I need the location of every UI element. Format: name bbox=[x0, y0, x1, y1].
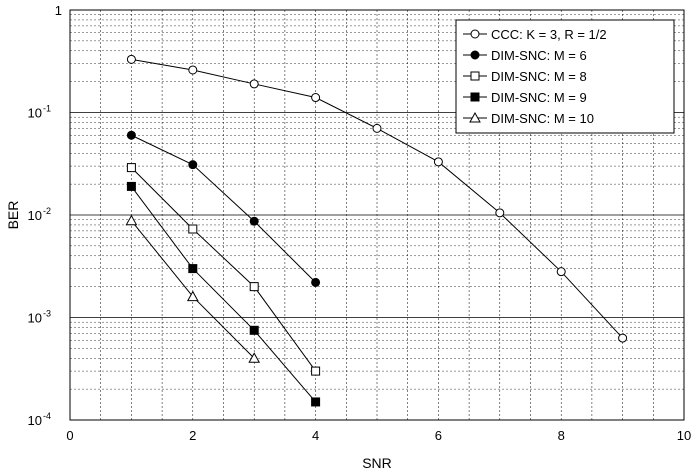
point-marker bbox=[470, 50, 480, 60]
y-tick-exponent: -3 bbox=[43, 309, 51, 319]
point-marker bbox=[188, 224, 198, 234]
y-tick-label: 10 bbox=[28, 311, 42, 326]
series-layer bbox=[125, 54, 628, 407]
point-marker bbox=[469, 111, 481, 123]
plot-frame bbox=[69, 9, 685, 421]
point-marker bbox=[248, 352, 261, 363]
series-4 bbox=[126, 181, 321, 407]
legend: CCC: K = 3, R = 1/2 DIM-SNC: M = 6 DIM-SNC… bbox=[455, 19, 675, 134]
point-marker bbox=[126, 130, 136, 140]
y-tick-exponent: -2 bbox=[43, 206, 51, 216]
legend-entry: DIM-SNC: M = 8 bbox=[463, 69, 587, 84]
point-marker bbox=[125, 214, 138, 226]
series-line bbox=[131, 220, 255, 359]
point-marker bbox=[186, 290, 199, 302]
series-1 bbox=[126, 54, 628, 343]
point-marker bbox=[470, 92, 480, 102]
legend-box bbox=[455, 19, 675, 134]
point-marker bbox=[311, 366, 321, 376]
series-2 bbox=[126, 130, 321, 287]
point-marker bbox=[372, 123, 382, 133]
point-marker bbox=[311, 397, 321, 407]
series-5 bbox=[125, 214, 261, 363]
point-marker bbox=[249, 216, 259, 226]
point-marker bbox=[126, 181, 136, 191]
point-marker bbox=[126, 54, 136, 64]
point-marker bbox=[433, 157, 443, 167]
legend-label: DIM-SNC: M = 10 bbox=[491, 111, 594, 126]
point-marker bbox=[470, 71, 480, 81]
point-marker bbox=[495, 208, 505, 218]
series-line bbox=[131, 134, 316, 283]
series-line bbox=[130, 186, 316, 403]
y-tick-exponent: -4 bbox=[43, 411, 51, 421]
x-axis-title: SNR bbox=[362, 455, 392, 471]
y-tick-label: 10 bbox=[28, 106, 42, 121]
x-tick-label: 2 bbox=[189, 428, 196, 443]
legend-label: DIM-SNC: M = 6 bbox=[491, 48, 587, 63]
legend-entry: DIM-SNC: M = 10 bbox=[463, 111, 594, 126]
y-tick-label: 10 bbox=[28, 208, 42, 223]
point-marker bbox=[249, 79, 259, 89]
x-tick-label: 6 bbox=[435, 428, 442, 443]
point-marker bbox=[188, 264, 198, 274]
point-marker bbox=[126, 163, 136, 173]
point-marker bbox=[311, 277, 321, 287]
point-marker bbox=[249, 325, 259, 335]
point-marker bbox=[556, 267, 566, 277]
y-tick-label: 10 bbox=[28, 413, 42, 428]
series-3 bbox=[126, 163, 321, 376]
x-tick-label: 4 bbox=[312, 428, 319, 443]
legend-label: DIM-SNC: M = 8 bbox=[491, 69, 587, 84]
series-line bbox=[131, 167, 317, 372]
y-tick-label: 1 bbox=[55, 3, 62, 18]
legend-entry: CCC: K = 3, R = 1/2 bbox=[463, 27, 607, 42]
y-tick-exponent: -1 bbox=[43, 104, 51, 114]
point-marker bbox=[249, 282, 259, 292]
point-marker bbox=[188, 160, 198, 170]
legend-label: DIM-SNC: M = 9 bbox=[491, 90, 587, 105]
legend-label: CCC: K = 3, R = 1/2 bbox=[491, 27, 607, 42]
legend-entry: DIM-SNC: M = 9 bbox=[463, 90, 587, 105]
y-axis-title: BER bbox=[5, 201, 21, 230]
point-marker bbox=[311, 93, 321, 103]
point-marker bbox=[470, 29, 480, 39]
x-tick-label: 8 bbox=[558, 428, 565, 443]
point-marker bbox=[188, 65, 198, 75]
x-tick-label: 10 bbox=[677, 428, 691, 443]
x-tick-label: 0 bbox=[66, 428, 73, 443]
legend-entry: DIM-SNC: M = 6 bbox=[463, 48, 587, 63]
point-marker bbox=[618, 333, 628, 343]
